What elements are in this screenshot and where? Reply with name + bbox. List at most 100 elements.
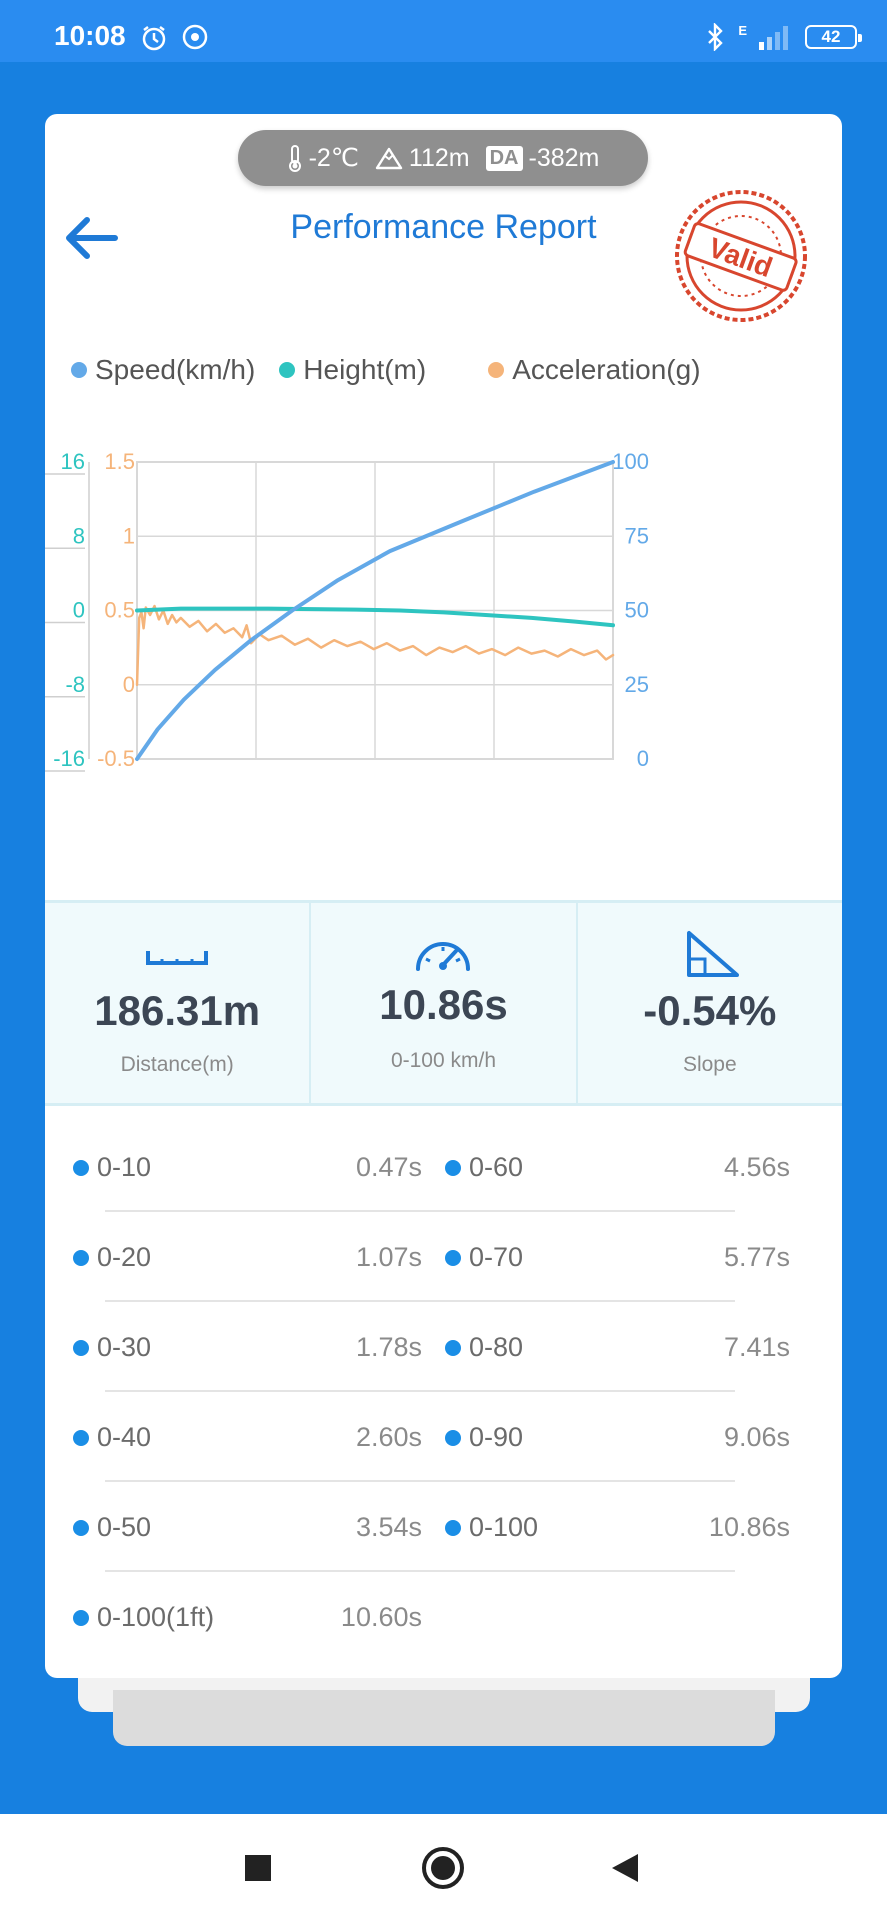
- ruler-icon: [146, 951, 209, 965]
- metric-distance: 186.31m Distance(m): [45, 903, 309, 1103]
- app-notification-icon: [182, 24, 208, 50]
- split-value: 1.78s: [355, 1332, 422, 1362]
- legend-speed: Speed(km/h): [71, 354, 255, 386]
- split-label-text: 0-70: [469, 1242, 524, 1272]
- bluetooth-icon: [708, 23, 724, 51]
- altitude-item: 112m: [375, 144, 470, 173]
- speed-tick-label: 75: [625, 523, 649, 548]
- speed-series-line: [135, 460, 615, 761]
- split-value: 0.47s: [355, 1152, 422, 1182]
- split-label: 0-50: [73, 1512, 151, 1543]
- split-value: 7.41s: [723, 1332, 790, 1362]
- page-title: Performance Report: [290, 208, 597, 246]
- metrics-panel: 186.31m Distance(m) 10.86s 0-100 km/h -0…: [45, 900, 842, 1106]
- split-value: 4.56s: [723, 1152, 790, 1182]
- altitude-value: 112m: [408, 143, 470, 172]
- split-label: 0-80: [445, 1332, 523, 1363]
- split-bullet: [73, 1249, 89, 1266]
- home-button[interactable]: [421, 1846, 465, 1890]
- split-value: 2.60s: [355, 1422, 422, 1452]
- signal-icon: [759, 26, 788, 50]
- performance-chart: 16 1.5 100 8 1 75 0 0.5 50 -8 0 25 -16 -0.5 0: [45, 449, 649, 772]
- split-label: 0-100(1ft): [73, 1602, 214, 1633]
- recents-button[interactable]: [244, 1854, 272, 1882]
- speed-tick-label: 25: [625, 672, 649, 697]
- legend-acceleration-label: Acceleration(g): [512, 354, 701, 385]
- height-tick-label: 0: [73, 598, 85, 623]
- time-value: 10.86s: [379, 981, 508, 1028]
- split-row: 0-20 1.07s 0-70 5.77s: [45, 1212, 842, 1302]
- split-label-text: 0-20: [97, 1242, 152, 1272]
- split-label-text: 0-60: [469, 1152, 524, 1182]
- split-bullet: [445, 1339, 461, 1356]
- report-card: -2℃ 112m DA -382m Performance Report Val…: [45, 114, 842, 1678]
- battery-level: 42: [821, 27, 841, 46]
- card-stack-shadow-2: [113, 1690, 775, 1746]
- legend-acceleration: Acceleration(g): [488, 354, 701, 386]
- system-navigation-bar: [0, 1814, 887, 1920]
- split-row: 0-30 1.78s 0-80 7.41s: [45, 1302, 842, 1392]
- split-label-text: 0-100: [469, 1512, 539, 1542]
- row-divider: [105, 1300, 735, 1302]
- temperature-item: -2℃: [287, 143, 359, 173]
- row-divider: [105, 1390, 735, 1392]
- distance-value: 186.31m: [94, 987, 261, 1034]
- valid-stamp: Valid: [675, 190, 807, 322]
- speed-tick-label: 100: [612, 449, 649, 474]
- height-tick-label: -8: [65, 672, 85, 697]
- accel-tick-label: 0: [123, 672, 135, 697]
- split-value: 9.06s: [723, 1422, 790, 1452]
- height-series-line: [135, 606, 615, 628]
- split-value: 10.60s: [340, 1602, 422, 1632]
- split-bullet: [73, 1339, 89, 1356]
- legend-height-dot: [279, 362, 296, 378]
- height-tick-label: 16: [61, 449, 85, 474]
- da-badge: DA: [485, 145, 523, 171]
- split-row: 0-10 0.47s 0-60 4.56s: [45, 1122, 842, 1212]
- battery-indicator: 42: [805, 25, 862, 49]
- split-bullet: [445, 1249, 461, 1266]
- split-label-text: 0-80: [469, 1332, 524, 1362]
- split-label: 0-20: [73, 1242, 151, 1273]
- split-bullet: [73, 1429, 89, 1446]
- accel-tick-label: 1.5: [104, 449, 135, 474]
- speedometer-icon: [416, 942, 471, 971]
- split-label-text: 0-90: [469, 1422, 524, 1452]
- slope-icon: [686, 931, 739, 977]
- back-arrow-icon[interactable]: [59, 206, 123, 270]
- split-label-text: 0-50: [97, 1512, 152, 1542]
- legend-speed-label: Speed(km/h): [95, 354, 256, 385]
- network-type: E: [738, 22, 747, 38]
- split-value: 1.07s: [355, 1242, 422, 1272]
- metric-time: 10.86s 0-100 km/h: [309, 903, 575, 1103]
- split-label: 0-90: [445, 1422, 523, 1453]
- split-label: 0-100: [445, 1512, 538, 1543]
- split-row: 0-50 3.54s 0-100 10.86s: [45, 1482, 842, 1572]
- status-bar: 10:08 E 42: [0, 0, 887, 62]
- split-label: 0-30: [73, 1332, 151, 1363]
- split-label: 0-60: [445, 1152, 523, 1183]
- chart-legend: Speed(km/h) Height(m) Acceleration(g): [71, 354, 831, 386]
- split-bullet: [73, 1519, 89, 1536]
- height-tick-label: 8: [73, 523, 85, 548]
- legend-height-label: Height(m): [303, 354, 427, 385]
- split-bullet: [73, 1609, 89, 1626]
- distance-label: Distance(m): [120, 1053, 234, 1076]
- status-right: E 42: [706, 22, 862, 52]
- legend-speed-dot: [71, 362, 87, 378]
- split-bullet: [445, 1159, 461, 1176]
- height-tick-label: -16: [53, 746, 85, 771]
- accel-tick-label: 1: [123, 523, 135, 548]
- split-bullet: [445, 1519, 461, 1536]
- split-bullet: [73, 1159, 89, 1176]
- split-label: 0-40: [73, 1422, 151, 1453]
- legend-height: Height(m): [279, 354, 426, 386]
- split-label-text: 0-40: [97, 1422, 152, 1452]
- thermometer-icon: [288, 145, 301, 172]
- split-label-text: 0-10: [97, 1152, 152, 1182]
- density-altitude-value: -382m: [528, 143, 600, 172]
- temperature-value: -2℃: [308, 144, 359, 172]
- speed-tick-label: 50: [625, 598, 649, 623]
- back-nav-button[interactable]: [610, 1852, 640, 1884]
- slope-label: Slope: [682, 1053, 737, 1076]
